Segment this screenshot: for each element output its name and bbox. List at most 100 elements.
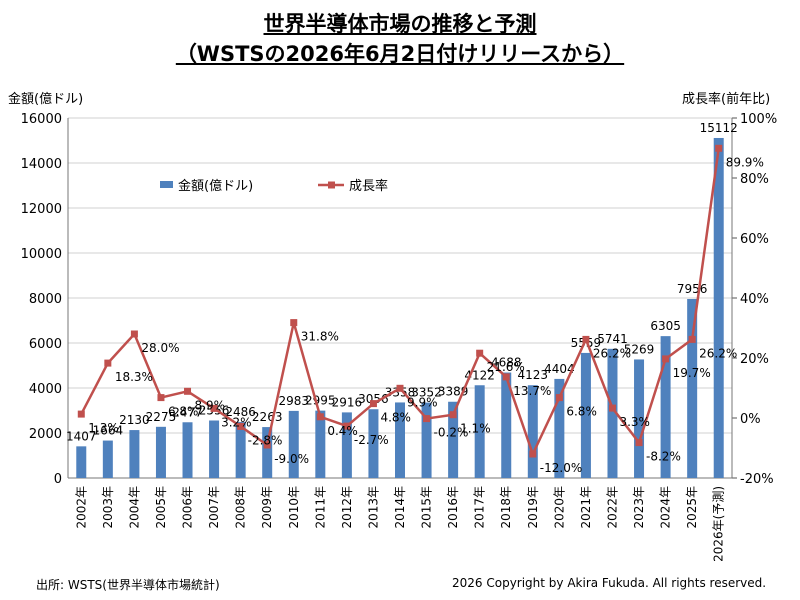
- bar-value-label: 2477: [172, 405, 203, 419]
- growth-point: [104, 359, 112, 367]
- growth-point: [449, 411, 457, 419]
- bar-value-label: 3056: [358, 392, 389, 406]
- bar: [129, 430, 140, 478]
- bar-value-label: 3352: [411, 386, 442, 400]
- bar-value-label: 7956: [677, 282, 708, 296]
- growth-point: [423, 415, 431, 423]
- bar: [554, 378, 565, 478]
- growth-value-label: 4.8%: [380, 411, 411, 425]
- bar-value-label: 5741: [597, 332, 628, 346]
- bar: [341, 412, 352, 478]
- y-left-tick-label: 10000: [21, 247, 62, 262]
- bar: [448, 401, 459, 478]
- growth-value-label: 26.2%: [699, 346, 737, 360]
- growth-point: [715, 144, 723, 152]
- growth-value-label: 28.0%: [141, 341, 179, 355]
- bar-value-label: 2275: [146, 410, 177, 424]
- x-tick-label: 2009年: [260, 486, 274, 529]
- y-right-tick-label: 80%: [740, 172, 769, 187]
- growth-value-label: -0.2%: [434, 426, 469, 440]
- growth-value-label: -2.7%: [354, 433, 389, 447]
- bar: [209, 420, 220, 478]
- bar: [660, 336, 671, 478]
- growth-point: [263, 441, 271, 449]
- growth-value-label: 1.3%: [88, 421, 119, 435]
- growth-point: [502, 373, 510, 381]
- bar-value-label: 2130: [119, 413, 150, 427]
- legend-bar-swatch: [160, 181, 173, 188]
- growth-value-label: 6.8%: [168, 405, 199, 419]
- y-right-tick-label: 100%: [740, 112, 777, 127]
- y-right-tick-label: 40%: [740, 292, 769, 307]
- growth-value-label: 31.8%: [301, 330, 339, 344]
- x-tick-label: 2023年: [632, 486, 646, 529]
- x-tick-label: 2018年: [499, 486, 513, 529]
- y-right-tick-label: 20%: [740, 352, 769, 367]
- bar-value-label: 4404: [544, 362, 575, 376]
- x-tick-label: 2008年: [234, 486, 248, 529]
- y-left-tick-label: 2000: [29, 427, 62, 442]
- bar-value-label: 5269: [624, 342, 655, 356]
- x-tick-label: 2013年: [366, 486, 380, 529]
- x-tick-label: 2011年: [313, 486, 327, 529]
- growth-point: [77, 410, 85, 418]
- bar-value-label: 2983: [278, 394, 309, 408]
- bar: [713, 137, 724, 479]
- growth-point: [635, 439, 643, 447]
- bar-value-label: 4123: [518, 368, 549, 382]
- growth-value-label: 1.1%: [460, 422, 491, 436]
- growth-value-label: 18.3%: [115, 370, 153, 384]
- x-tick-label: 2025年: [685, 486, 699, 529]
- growth-point: [157, 394, 165, 402]
- growth-value-label: 3.3%: [619, 415, 650, 429]
- growth-point: [210, 404, 218, 412]
- bar: [527, 385, 538, 478]
- bar: [262, 427, 273, 478]
- y-left-tick-label: 14000: [21, 157, 62, 172]
- bar: [76, 446, 87, 478]
- bar: [288, 410, 299, 478]
- growth-point: [130, 330, 138, 338]
- growth-value-label: -9.0%: [274, 452, 309, 466]
- growth-value-label: 8.9%: [195, 398, 226, 412]
- bar: [395, 402, 405, 478]
- x-tick-label: 2004年: [127, 486, 141, 529]
- growth-value-label: 21.6%: [487, 360, 525, 374]
- growth-value-label: 0.4%: [327, 424, 358, 438]
- x-tick-label: 2021年: [579, 486, 593, 529]
- growth-point: [582, 335, 590, 343]
- bar: [501, 372, 512, 478]
- growth-point: [237, 422, 245, 430]
- y-left-tick-label: 0: [54, 472, 62, 487]
- y-left-tick-label: 12000: [21, 202, 62, 217]
- growth-value-label: 13.7%: [513, 384, 551, 398]
- growth-point: [688, 335, 696, 343]
- left-axis-unit: 金額(億ドル): [8, 92, 84, 107]
- y-left-tick-label: 6000: [29, 337, 62, 352]
- chart-subtitle: （WSTSの2026年6月2日付けリリースから）: [175, 42, 625, 66]
- bar-value-label: 6305: [650, 319, 681, 333]
- x-tick-label: 2002年: [74, 486, 88, 529]
- x-tick-label: 2019年: [526, 486, 540, 529]
- x-tick-label: 2026年(予測): [712, 486, 726, 562]
- bar-value-label: 15112: [700, 121, 738, 135]
- growth-point: [290, 319, 298, 327]
- growth-point: [555, 394, 563, 402]
- y-right-tick-label: 0%: [740, 412, 761, 427]
- growth-value-label: -8.2%: [646, 450, 681, 464]
- growth-value-label: 9.9%: [407, 395, 438, 409]
- x-tick-label: 2007年: [207, 486, 221, 529]
- growth-value-label: 3.2%: [221, 415, 252, 429]
- bar: [368, 409, 379, 478]
- bar: [474, 385, 485, 478]
- x-tick-label: 2015年: [420, 486, 434, 529]
- y-left-tick-label: 8000: [29, 292, 62, 307]
- growth-point: [343, 422, 351, 430]
- legend-bar-label: 金額(億ドル): [178, 178, 253, 194]
- growth-point: [476, 349, 484, 357]
- legend-line-marker: [328, 181, 335, 189]
- growth-point: [184, 387, 192, 395]
- growth-point: [369, 400, 377, 408]
- growth-value-label: -2.8%: [248, 433, 283, 447]
- growth-point: [316, 413, 324, 421]
